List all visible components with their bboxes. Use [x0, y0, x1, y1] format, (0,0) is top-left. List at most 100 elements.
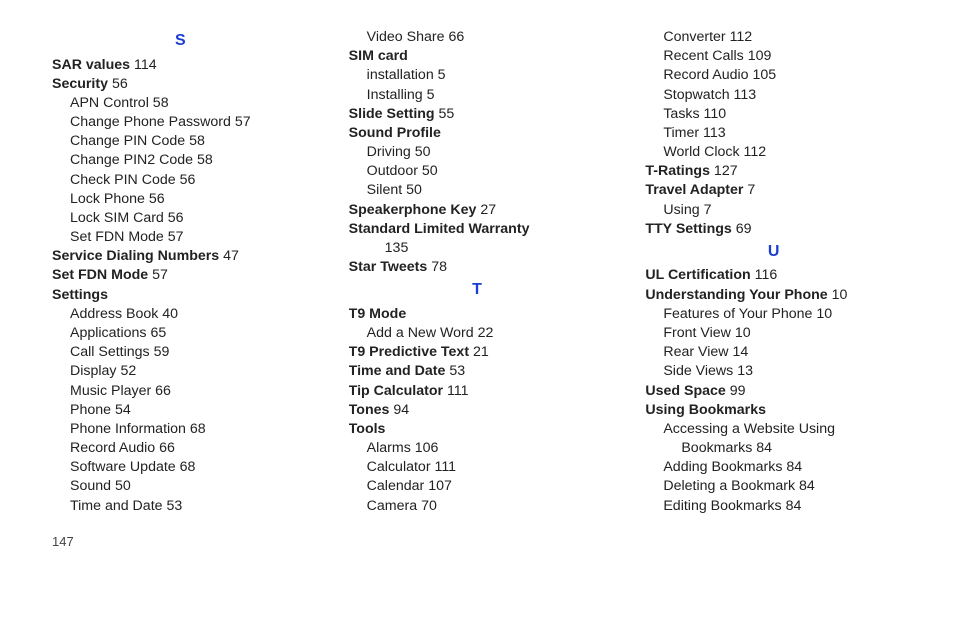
entry-page: 56 — [164, 210, 184, 226]
entry-label: Tasks — [663, 106, 699, 122]
index-entry: Bookmarks 84 — [645, 439, 902, 458]
entry-label: Slide Setting — [349, 106, 435, 122]
entry-page: 84 — [782, 498, 802, 514]
index-entry: Record Audio 66 — [52, 439, 309, 458]
entry-page: 111 — [443, 383, 469, 399]
entry-page: 68 — [176, 459, 196, 475]
entry-page: 14 — [729, 344, 749, 360]
index-entry: Tools — [349, 420, 606, 439]
index-entry: Applications 65 — [52, 324, 309, 343]
index-entry: Star Tweets 78 — [349, 258, 606, 277]
entry-label: Applications — [70, 325, 147, 341]
entry-page: 7 — [743, 182, 755, 198]
entry-page: 65 — [147, 325, 167, 341]
entry-label: Silent — [367, 182, 403, 198]
section-letter: S — [52, 30, 309, 52]
entry-page: 68 — [186, 421, 206, 437]
entry-page: 99 — [726, 383, 746, 399]
index-entry: Set FDN Mode 57 — [52, 266, 309, 285]
entry-page: 13 — [733, 363, 753, 379]
entry-page: 57 — [148, 267, 168, 283]
entry-label: T9 Predictive Text — [349, 344, 469, 360]
entry-label: Phone — [70, 402, 111, 418]
index-entry: World Clock 112 — [645, 143, 902, 162]
entry-label: Call Settings — [70, 344, 150, 360]
entry-label: Tip Calculator — [349, 383, 443, 399]
entry-page: 113 — [730, 87, 757, 103]
entry-label: Lock SIM Card — [70, 210, 164, 226]
entry-label: Set FDN Mode — [52, 267, 148, 283]
entry-page: 58 — [185, 133, 205, 149]
entry-page: 47 — [219, 248, 239, 264]
entry-label: Sound — [70, 478, 111, 494]
entry-page: 58 — [193, 152, 213, 168]
index-entry: Calculator 111 — [349, 458, 606, 477]
entry-label: T9 Mode — [349, 306, 407, 322]
entry-page: 5 — [434, 67, 446, 83]
entry-page: 69 — [732, 221, 752, 237]
index-entry: Display 52 — [52, 362, 309, 381]
index-entry: Lock SIM Card 56 — [52, 209, 309, 228]
entry-label: Alarms — [367, 440, 411, 456]
index-entry: Phone Information 68 — [52, 420, 309, 439]
entry-label: Bookmarks — [681, 440, 752, 456]
entry-label: SIM card — [349, 48, 408, 64]
entry-page: 57 — [231, 114, 251, 130]
entry-page: 50 — [111, 478, 131, 494]
entry-label: Accessing a Website Using — [663, 421, 835, 437]
entry-label: Tools — [349, 421, 386, 437]
entry-page: 59 — [150, 344, 170, 360]
entry-label: Change PIN Code — [70, 133, 185, 149]
index-entry: Installing 5 — [349, 86, 606, 105]
entry-label: Time and Date — [70, 498, 163, 514]
index-entry: Deleting a Bookmark 84 — [645, 477, 902, 496]
index-entry: Accessing a Website Using — [645, 420, 902, 439]
index-entry: APN Control 58 — [52, 94, 309, 113]
entry-page: 84 — [795, 478, 815, 494]
entry-page: 112 — [740, 144, 767, 160]
index-entry: Converter 112 — [645, 28, 902, 47]
entry-label: Speakerphone Key — [349, 202, 477, 218]
entry-page: 84 — [782, 459, 802, 475]
entry-label: Record Audio — [663, 67, 748, 83]
section-letter: T — [349, 279, 606, 301]
index-entry: Stopwatch 113 — [645, 86, 902, 105]
entry-page: 106 — [411, 440, 439, 456]
entry-label: Change PIN2 Code — [70, 152, 193, 168]
index-page: SSAR values 114Security 56APN Control 58… — [0, 0, 954, 559]
entry-label: Time and Date — [349, 363, 446, 379]
entry-page: 127 — [710, 163, 738, 179]
entry-page: 50 — [411, 144, 431, 160]
entry-page: 66 — [445, 29, 465, 45]
entry-page: 10 — [828, 287, 848, 303]
index-entry: Service Dialing Numbers 47 — [52, 247, 309, 266]
entry-page: 56 — [108, 76, 128, 92]
entry-label: Using — [663, 202, 699, 218]
index-entry: Using Bookmarks — [645, 401, 902, 420]
entry-label: Software Update — [70, 459, 176, 475]
entry-label: Stopwatch — [663, 87, 729, 103]
entry-label: Editing Bookmarks — [663, 498, 781, 514]
index-entry: Lock Phone 56 — [52, 190, 309, 209]
index-entry: Understanding Your Phone 10 — [645, 286, 902, 305]
index-columns: SSAR values 114Security 56APN Control 58… — [52, 28, 902, 516]
entry-page: 70 — [417, 498, 437, 514]
entry-page: 10 — [731, 325, 751, 341]
entry-label: Settings — [52, 287, 108, 303]
entry-label: Set FDN Mode — [70, 229, 164, 245]
index-entry: Standard Limited Warranty — [349, 220, 606, 239]
index-entry: Check PIN Code 56 — [52, 171, 309, 190]
index-entry: Camera 70 — [349, 497, 606, 516]
entry-label: Music Player — [70, 383, 151, 399]
index-entry: Time and Date 53 — [349, 362, 606, 381]
entry-page: 57 — [164, 229, 184, 245]
entry-page: 113 — [699, 125, 726, 141]
entry-label: TTY Settings — [645, 221, 731, 237]
entry-page: 53 — [445, 363, 465, 379]
index-entry: Front View 10 — [645, 324, 902, 343]
index-entry: Features of Your Phone 10 — [645, 305, 902, 324]
entry-label: Service Dialing Numbers — [52, 248, 219, 264]
index-entry: Driving 50 — [349, 143, 606, 162]
entry-label: Outdoor — [367, 163, 418, 179]
entry-label: Security — [52, 76, 108, 92]
